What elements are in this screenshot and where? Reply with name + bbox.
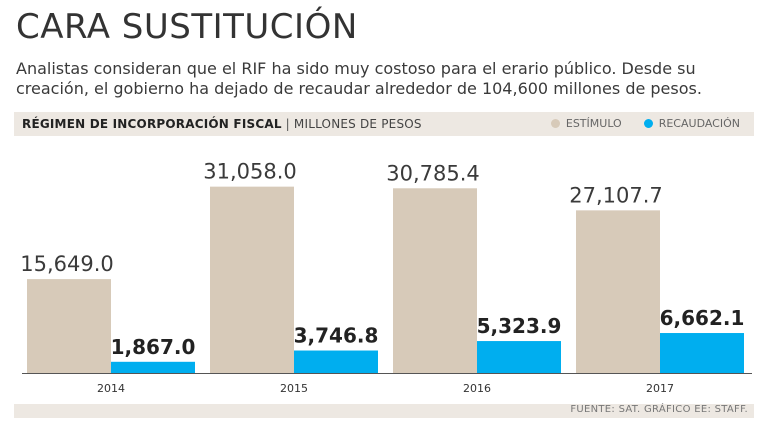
- data-label-recaudacion-2017: 6,662.1: [660, 306, 745, 330]
- band-title: RÉGIMEN DE INCORPORACIÓN FISCAL | MILLONES…: [22, 117, 422, 131]
- chart-header-band: RÉGIMEN DE INCORPORACIÓN FISCAL | MILLONES…: [14, 112, 754, 136]
- x-tick-label-2015: 2015: [280, 382, 308, 395]
- data-label-estimulo-2017: 27,107.7: [569, 183, 663, 207]
- x-tick-label-2017: 2017: [646, 382, 674, 395]
- data-label-estimulo-2014: 15,649.0: [20, 252, 114, 276]
- chart-subtitle: Analistas consideran que el RIF ha sido …: [16, 59, 702, 98]
- legend: ESTÍMULO RECAUDACIÓN: [550, 117, 740, 130]
- data-label-recaudacion-2015: 3,746.8: [294, 324, 379, 348]
- bar-estimulo-2014: [27, 279, 111, 373]
- legend-dot-recaudacion: [643, 119, 653, 128]
- band-unit: MILLONES DE PESOS: [293, 117, 422, 131]
- legend-label-recaudacion: RECAUDACIÓN: [658, 117, 740, 130]
- band-separator: |: [285, 117, 290, 131]
- bar-estimulo-2015: [210, 186, 294, 373]
- band-title-text: RÉGIMEN DE INCORPORACIÓN FISCAL: [22, 117, 282, 131]
- footer-band: FUENTE: SAT. GRÁFICO EE: STAFF.: [14, 404, 754, 418]
- legend-label-estimulo: ESTÍMULO: [565, 117, 622, 130]
- bar-estimulo-2016: [393, 188, 477, 373]
- x-tick-label-2016: 2016: [463, 382, 491, 395]
- chart-title: CARA SUSTITUCIÓN: [16, 7, 358, 47]
- data-label-recaudacion-2016: 5,323.9: [477, 314, 562, 338]
- bar-recaudacion-2016: [477, 341, 561, 373]
- data-label-recaudacion-2014: 1,867.0: [111, 335, 196, 359]
- bar-recaudacion-2017: [660, 333, 744, 373]
- bar-estimulo-2017: [576, 210, 660, 373]
- data-label-estimulo-2016: 30,785.4: [386, 161, 480, 185]
- x-tick-label-2014: 2014: [97, 382, 125, 395]
- bar-recaudacion-2014: [111, 361, 195, 373]
- legend-dot-estimulo: [550, 119, 560, 128]
- data-label-estimulo-2015: 31,058.0: [203, 160, 297, 184]
- bar-recaudacion-2015: [294, 350, 378, 373]
- source-credit: FUENTE: SAT. GRÁFICO EE: STAFF.: [570, 404, 748, 415]
